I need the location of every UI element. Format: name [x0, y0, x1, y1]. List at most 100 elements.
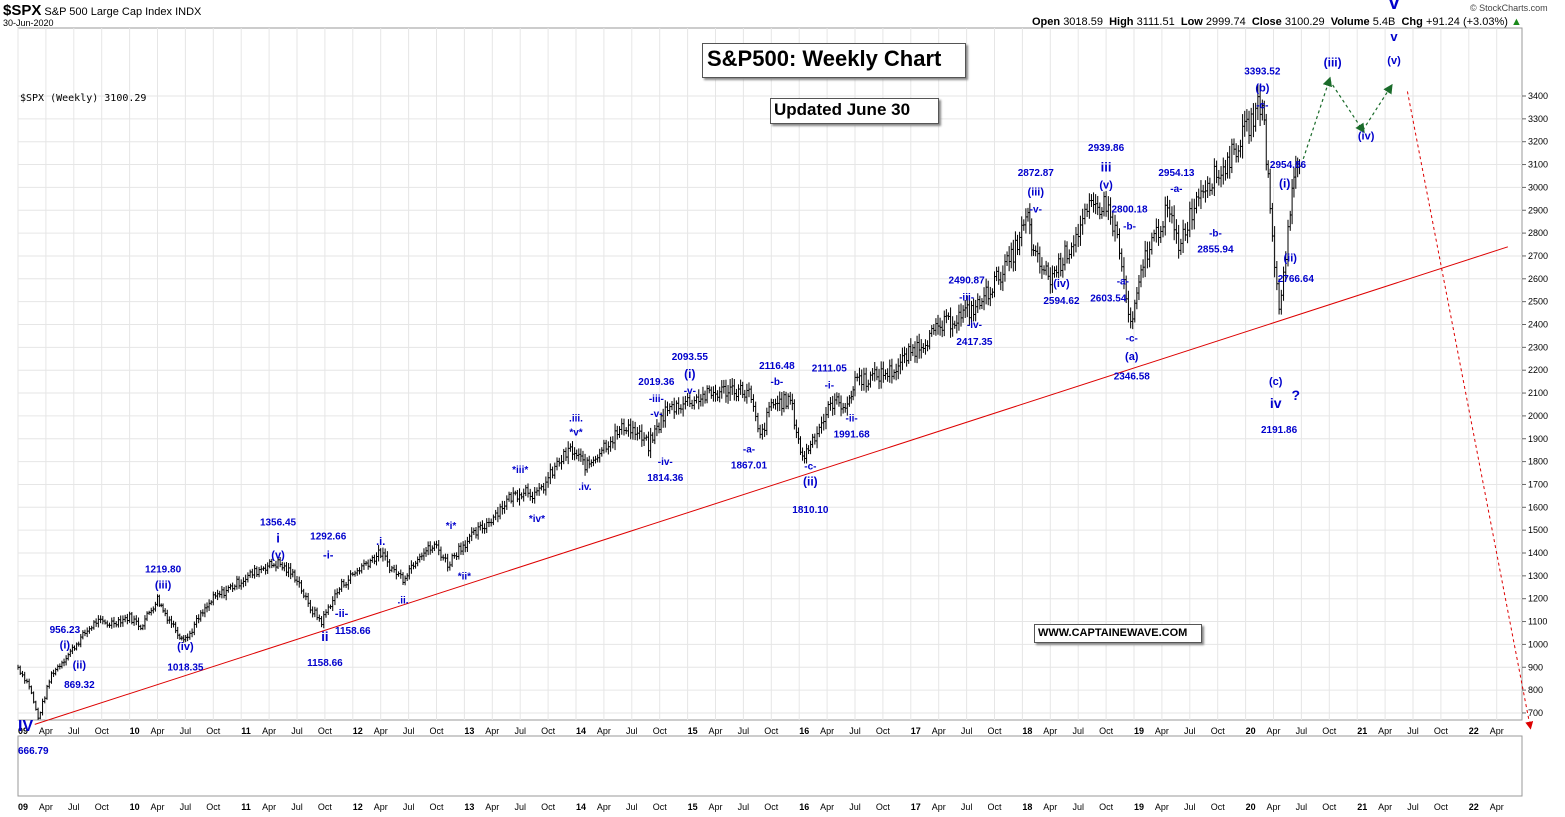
x-tick-label-lower: 14: [576, 802, 586, 812]
symbol-description: S&P 500 Large Cap Index: [44, 6, 173, 18]
wave-label: 956.23: [50, 625, 81, 636]
wave-label: 1158.66: [335, 626, 371, 637]
wave-label: 1356.45: [260, 518, 297, 529]
x-axis-lower: 09 Apr Jul Oct 10 Apr Jul Oct 11 Apr Jul Oct 12 Apr Ju…: [18, 802, 1504, 812]
x-tick-label-lower: Apr: [820, 802, 834, 812]
x-tick-label-lower: 15: [688, 802, 698, 812]
x-tick-label: Apr: [708, 726, 722, 736]
symbol: $SPX: [3, 2, 42, 19]
x-tick-label: Jul: [1184, 726, 1196, 736]
projection-arrow: [1362, 83, 1393, 131]
wave-label: (b): [1255, 82, 1269, 94]
close-label: Close: [1251, 16, 1282, 28]
x-tick-label: Apr: [597, 726, 611, 736]
x-tick-label: Apr: [374, 726, 388, 736]
x-tick-label: Oct: [318, 726, 333, 736]
y-tick-label: 900: [1528, 662, 1543, 672]
y-tick-label: 1800: [1528, 457, 1548, 467]
wave-label: -c-: [1256, 101, 1268, 112]
x-tick-label-lower: Apr: [1043, 802, 1057, 812]
y-tick-label: 1300: [1528, 571, 1548, 581]
x-tick-label-lower: Oct: [206, 802, 221, 812]
wave-label: (i): [684, 367, 695, 381]
x-tick-label-lower: 22: [1469, 802, 1479, 812]
y-tick-label: 1900: [1528, 434, 1548, 444]
wave-label: 2800.18: [1111, 205, 1148, 216]
x-tick-label: Jul: [1296, 726, 1308, 736]
x-tick-label: Jul: [514, 726, 526, 736]
wave-label: 2939.86: [1088, 143, 1125, 154]
wave-label: (i): [1279, 176, 1290, 190]
x-tick-label: Apr: [150, 726, 164, 736]
x-tick-label-lower: Oct: [1322, 802, 1337, 812]
x-tick-label-lower: Apr: [1155, 802, 1169, 812]
watermark: © StockCharts.com: [1470, 3, 1548, 13]
wave-label: 2594.62: [1043, 296, 1080, 307]
x-tick-label-lower: Oct: [429, 802, 444, 812]
x-tick-label-lower: Jul: [1072, 802, 1084, 812]
high-value: 3111.51: [1136, 16, 1175, 28]
grid: [17, 28, 1522, 720]
wave-label: (i): [60, 640, 71, 652]
wave-label: 2116.48: [759, 361, 795, 372]
wave-label: -v-: [684, 386, 696, 397]
projection-arrow: [1300, 76, 1332, 165]
wave-label: 1810.10: [792, 505, 829, 516]
wave-label: v: [1390, 29, 1398, 44]
wave-label: 2766.64: [1278, 274, 1315, 285]
wave-label: 1292.66: [310, 531, 347, 542]
y-tick-label: 3300: [1528, 114, 1548, 124]
x-tick-label-lower: Oct: [876, 802, 891, 812]
wave-label: -ii-: [335, 608, 349, 620]
wave-label: ii: [321, 629, 328, 644]
wave-label: -iii-: [649, 394, 664, 405]
wave-label: -iv-: [658, 457, 673, 468]
x-tick-label: Oct: [95, 726, 110, 736]
x-tick-label-lower: Apr: [708, 802, 722, 812]
wave-label: -ii-: [846, 414, 858, 425]
x-tick-label-lower: 13: [464, 802, 474, 812]
wave-label: (iv): [1053, 278, 1070, 290]
x-tick-label-lower: Apr: [374, 802, 388, 812]
wave-label: *v*: [569, 427, 582, 438]
wave-label: 1219.80: [145, 564, 182, 575]
lower-panel: [17, 735, 1523, 797]
wave-label: IV: [18, 718, 33, 735]
x-tick-label-lower: 12: [353, 802, 363, 812]
open-label: Open: [1032, 16, 1061, 28]
wave-label: *iv*: [529, 514, 545, 525]
wave-label: .i.: [376, 536, 385, 548]
x-tick-label-lower: 18: [1022, 802, 1032, 812]
x-tick-label: Oct: [653, 726, 668, 736]
x-tick-label: Oct: [764, 726, 779, 736]
y-tick-label: 1100: [1528, 617, 1547, 627]
wave-label: (iii): [1028, 186, 1045, 198]
x-tick-label: 17: [911, 726, 921, 736]
y-tick-label: 2600: [1528, 274, 1548, 284]
x-tick-label-lower: 17: [911, 802, 921, 812]
x-tick-label-lower: Oct: [1099, 802, 1114, 812]
website-label: WWW.CAPTAINEWAVE.COM: [1034, 624, 1203, 643]
wave-label: 2019.36: [638, 377, 675, 388]
up-triangle-icon: ▲: [1510, 16, 1522, 28]
updated-note: Updated June 30: [770, 98, 940, 124]
wave-label: -c-: [1126, 334, 1138, 345]
wave-label: .iv.: [578, 482, 591, 493]
wave-label: 2954.13: [1158, 168, 1195, 179]
wave-label: 1991.68: [834, 430, 871, 441]
x-tick-label: Jul: [1407, 726, 1419, 736]
chart-title: S&P500: Weekly Chart: [702, 43, 967, 78]
wave-label: 2093.55: [672, 352, 709, 363]
wave-label: iii: [1101, 159, 1112, 174]
x-tick-label: Oct: [429, 726, 444, 736]
wave-label: -b-: [1209, 229, 1222, 240]
y-tick-label: 1700: [1528, 479, 1548, 489]
wave-label: 2954.86: [1270, 160, 1307, 171]
y-tick-label: 1600: [1528, 502, 1548, 512]
x-tick-label-lower: 21: [1357, 802, 1367, 812]
x-tick-label: 10: [130, 726, 140, 736]
x-tick-label: Oct: [206, 726, 221, 736]
wave-label: .iii.: [569, 414, 583, 425]
y-tick-label: 2400: [1528, 320, 1548, 330]
x-tick-label-lower: Apr: [39, 802, 53, 812]
